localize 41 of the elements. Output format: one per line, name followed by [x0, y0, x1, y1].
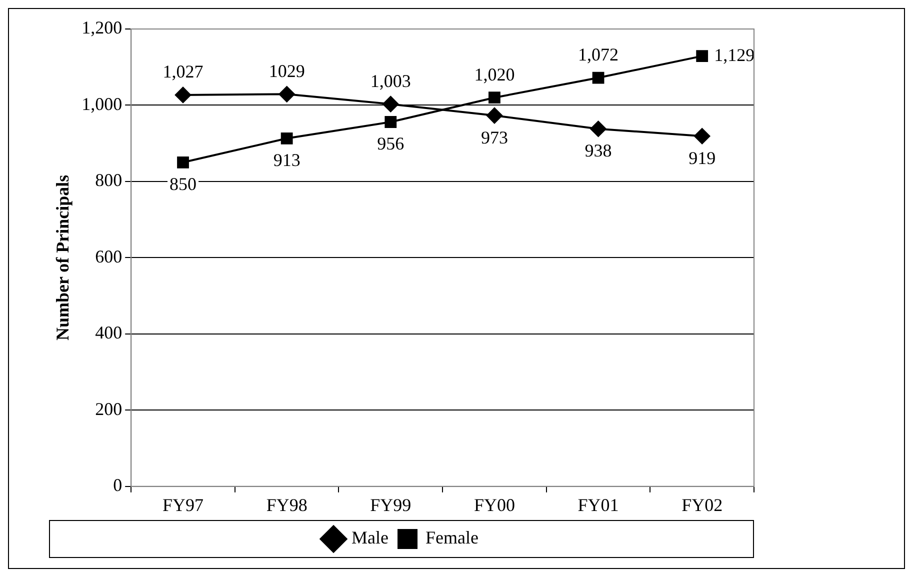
point — [384, 116, 397, 128]
data-label: 919 — [688, 148, 716, 168]
x-tick-label: FY00 — [474, 494, 515, 515]
y-tick-label: 400 — [95, 322, 122, 343]
legend-label: Female — [426, 528, 478, 548]
y-axis-title: Number of Principals — [52, 174, 72, 341]
x-tick-label: FY98 — [266, 494, 308, 515]
point — [590, 120, 606, 137]
data-label: 1,003 — [370, 70, 411, 91]
point — [488, 92, 500, 104]
data-label: 1,129 — [714, 44, 755, 65]
data-label: 1029 — [268, 60, 305, 81]
y-tick-label: 800 — [95, 170, 122, 190]
x-tick-label: FY01 — [578, 494, 619, 515]
y-tick-label: 1,200 — [82, 18, 122, 38]
data-label: 913 — [273, 150, 300, 170]
point — [278, 86, 295, 102]
data-label: 973 — [480, 127, 508, 148]
data-label: 850 — [170, 174, 197, 194]
point — [696, 50, 708, 62]
point — [280, 132, 293, 144]
data-label: 1,020 — [474, 64, 515, 84]
y-tick-label: 200 — [95, 398, 122, 419]
x-tick-label: FY02 — [682, 494, 723, 515]
point — [382, 96, 399, 112]
data-label: 938 — [584, 140, 612, 161]
point — [592, 72, 604, 84]
data-label: 956 — [377, 134, 404, 154]
point — [486, 108, 502, 124]
y-tick-label: 1,000 — [82, 94, 122, 114]
data-label: 1,072 — [578, 44, 619, 65]
x-tick-label: FY97 — [162, 494, 204, 515]
y-tick-label: 0 — [113, 475, 122, 496]
point — [177, 156, 189, 168]
point — [694, 128, 710, 144]
page-frame: Number of Principals Male Female FY97 FY98 FY99 FY00 FY01 FY02 0 200 400 600 800 1,000 1,200 1,027 1029 1,003 973 938 919 850 913 956 1,020 1,072 1,129 — [8, 8, 905, 569]
y-tick-label: 600 — [95, 246, 122, 266]
point — [175, 86, 192, 103]
legend-label: Male — [352, 528, 389, 548]
x-tick-label: FY99 — [370, 494, 412, 515]
data-label: 1,027 — [162, 62, 204, 82]
